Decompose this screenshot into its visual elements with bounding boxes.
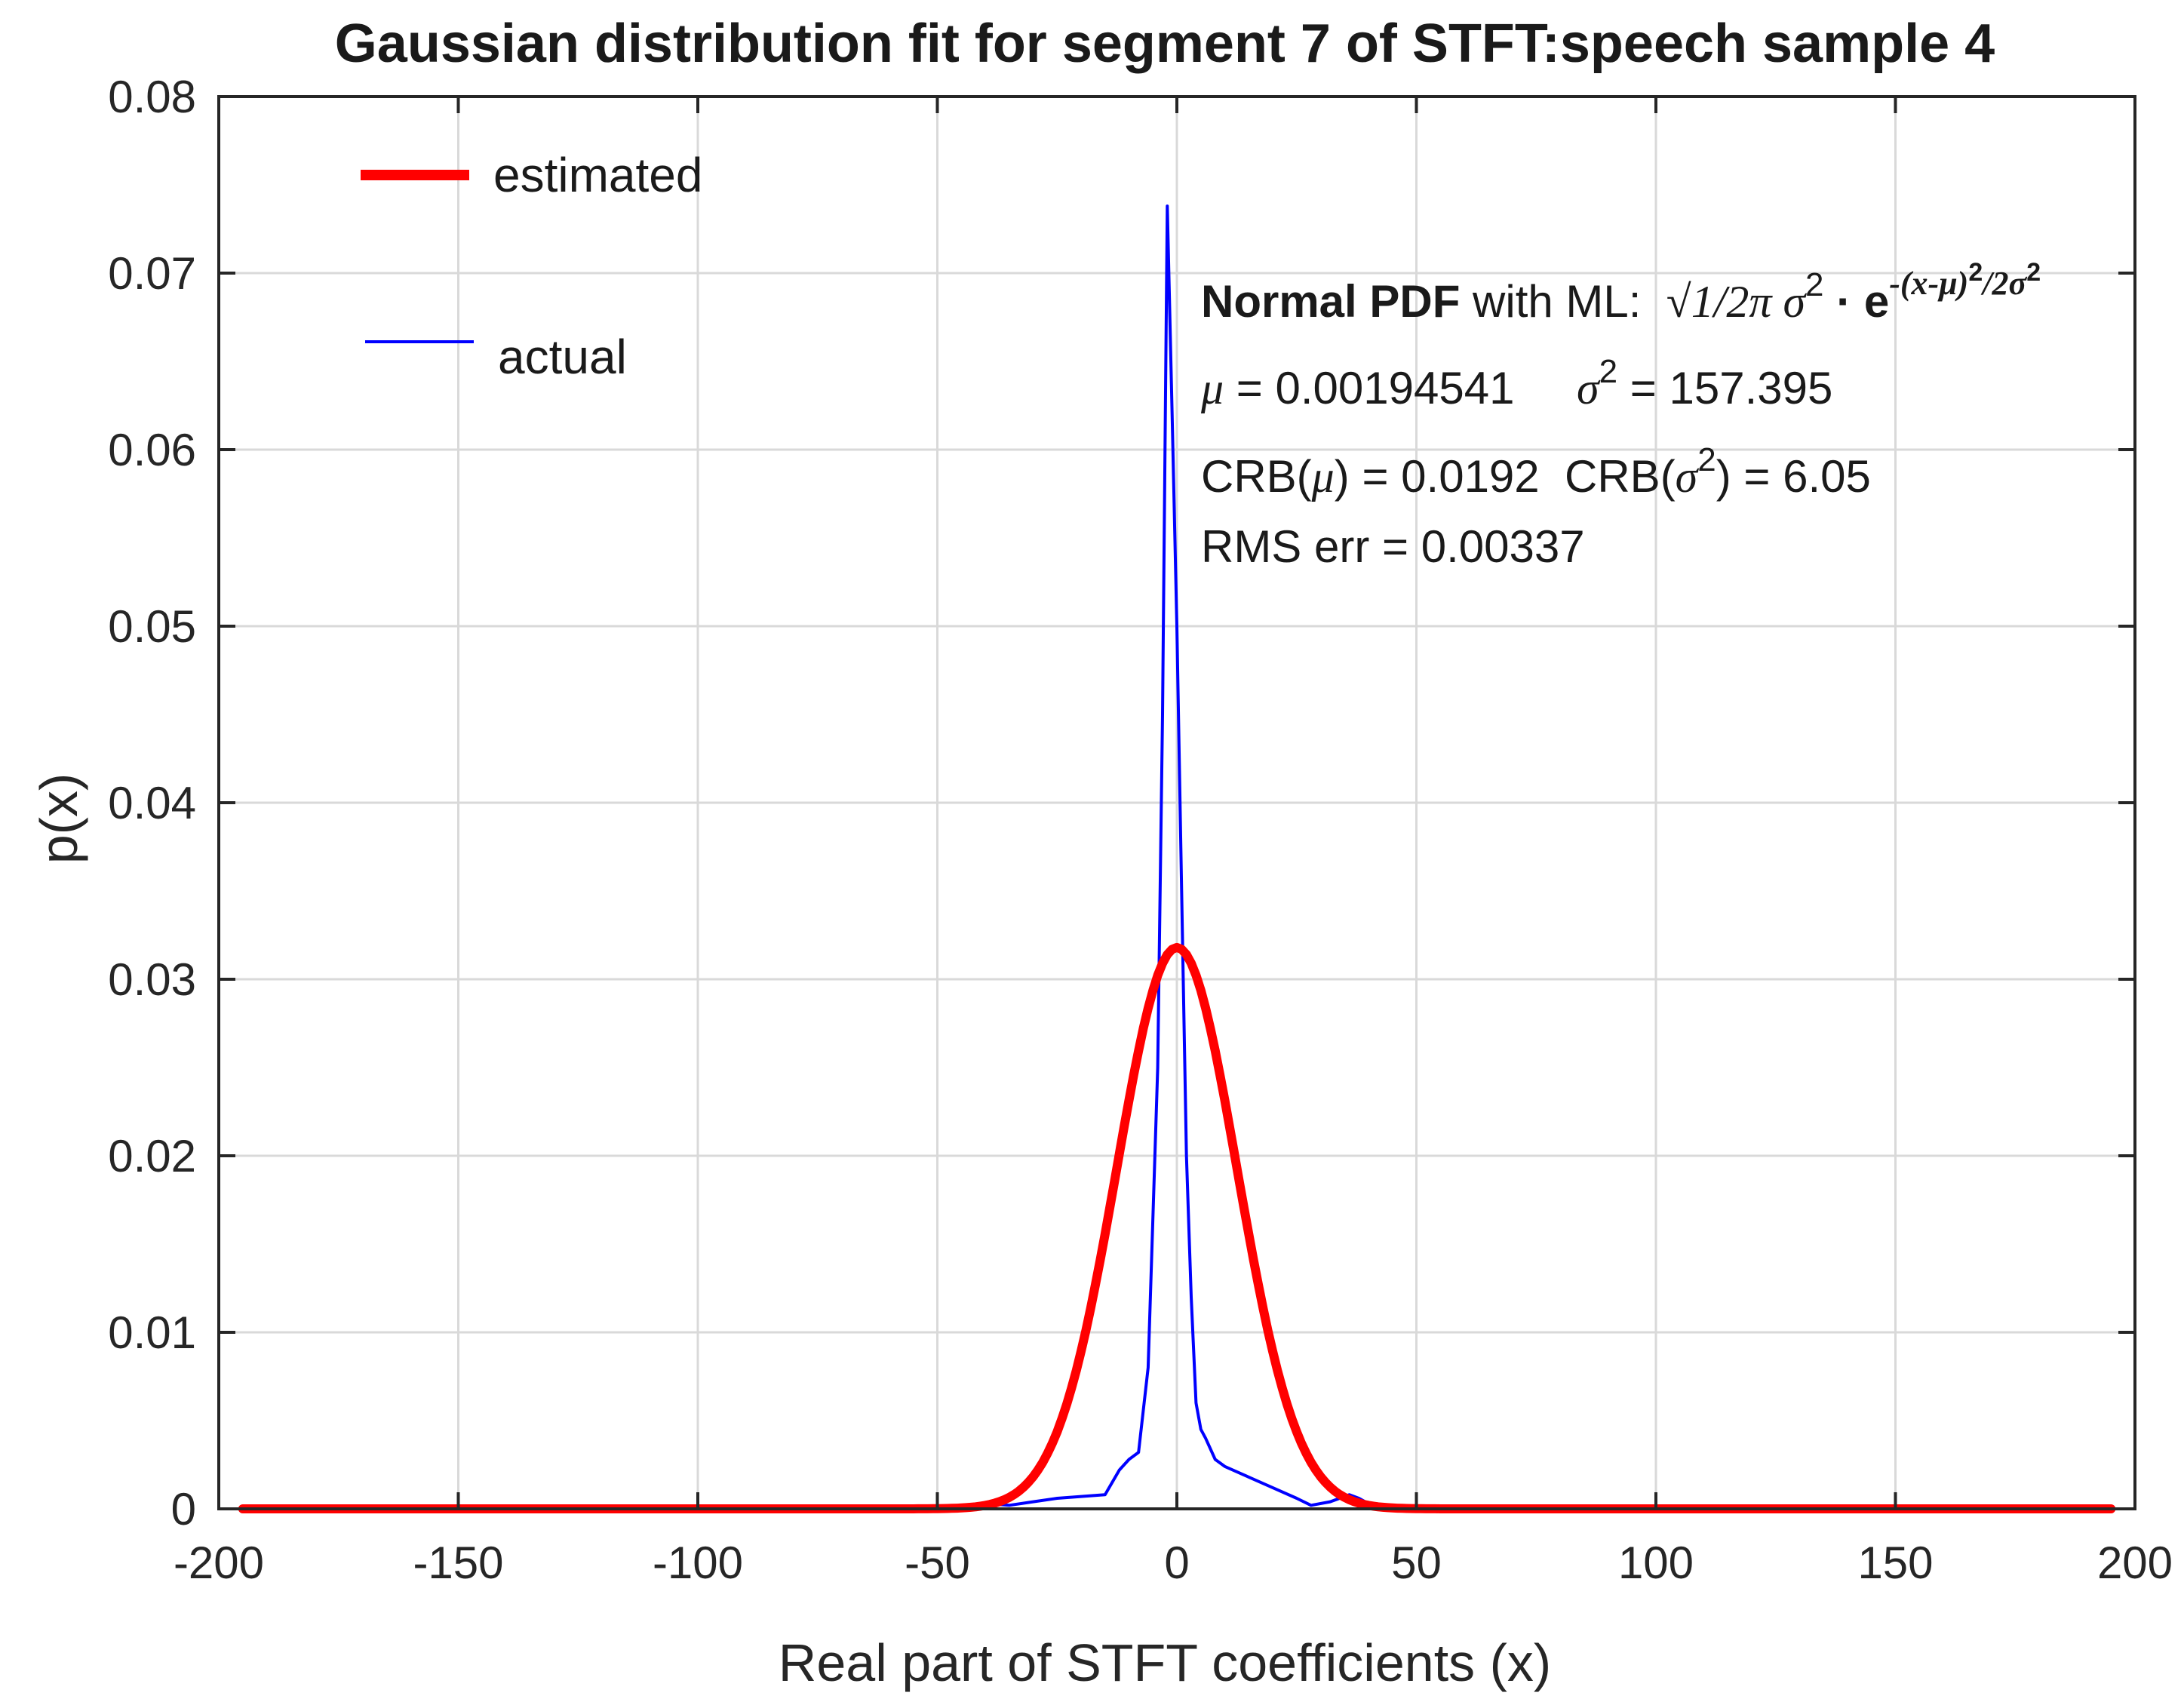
crb-mu-suffix: ) = 0.0192 CRB(	[1335, 451, 1676, 502]
crb-sigma-sup: 2	[1697, 441, 1716, 478]
annotation-block: Normal PDF with ML: √1/2π σ2 · e-(x-μ)2/…	[1200, 258, 2041, 572]
axes-layer	[217, 95, 2136, 1510]
y-tick-label: 0.05	[108, 601, 196, 652]
annotation-formula: Normal PDF with ML: √1/2π σ2 · e-(x-μ)2/…	[1201, 258, 2041, 327]
formula-sup: 2	[1805, 266, 1823, 303]
legend-label-actual: actual	[498, 330, 627, 384]
formula-bold-text: Normal PDF	[1201, 276, 1460, 327]
x-tick-label: -200	[174, 1538, 264, 1588]
crb-sigma-symbol: σ	[1676, 452, 1700, 502]
annotation-crb: CRB(μ) = 0.0192 CRB(σ2) = 6.05	[1201, 441, 1871, 502]
formula-exp-sup: 2	[1968, 258, 1983, 287]
y-tick-label: 0.07	[108, 248, 196, 299]
crb-mu-symbol: μ	[1311, 452, 1335, 502]
legend: estimated actual	[361, 148, 702, 384]
formula-rest-text: with ML:	[1460, 276, 1666, 327]
x-tick-label: -50	[905, 1538, 970, 1588]
legend-label-estimated: estimated	[493, 148, 702, 202]
annotation-rms: RMS err = 0.00337	[1201, 521, 1585, 572]
x-tick-label: 0	[1164, 1538, 1189, 1588]
y-tick-label: 0.04	[108, 778, 196, 828]
y-tick-label: 0.06	[108, 425, 196, 475]
y-tick-label: 0	[171, 1484, 196, 1534]
y-tick-label: 0.03	[108, 954, 196, 1005]
annotation-params: μ = 0.00194541 σ2 = 157.395	[1200, 353, 1832, 413]
mu-symbol: μ	[1200, 364, 1224, 413]
chart-title: Gaussian distribution fit for segment 7 …	[335, 14, 1995, 74]
sigma-value: = 157.395	[1617, 363, 1832, 413]
mu-value: = 0.00194541	[1224, 363, 1514, 413]
crb-mu-prefix: CRB(	[1201, 451, 1312, 502]
y-axis-label: p(x)	[29, 773, 88, 865]
sigma-symbol: σ	[1577, 364, 1601, 413]
formula-math-text: √1/2π σ	[1666, 277, 1808, 327]
x-axis-label: Real part of STFT coefficients (x)	[779, 1633, 1551, 1692]
x-tick-label: 100	[1618, 1538, 1694, 1588]
formula-exp-tail: /2σ	[1980, 265, 2027, 302]
formula-exp-tail-sup: 2	[2026, 258, 2041, 287]
x-tick-label: -100	[653, 1538, 743, 1588]
x-tick-label: 200	[2097, 1538, 2173, 1588]
y-tick-label: 0.08	[108, 72, 196, 122]
y-tick-label: 0.02	[108, 1131, 196, 1181]
sigma-sup: 2	[1599, 353, 1617, 390]
x-tick-label: 150	[1857, 1538, 1933, 1588]
crb-sigma-suffix: ) = 6.05	[1716, 451, 1871, 502]
x-tick-label: 50	[1391, 1538, 1442, 1588]
formula-dot-e: · e	[1824, 276, 1890, 327]
x-tick-label: -150	[413, 1538, 503, 1588]
y-tick-label: 0.01	[108, 1307, 196, 1358]
tick-label-layer: -200 -150 -100 -50 0 50 100 150 200 0 0.01 0.02 0.03…	[108, 72, 2173, 1588]
formula-exp: -(x-μ)	[1889, 265, 1968, 302]
